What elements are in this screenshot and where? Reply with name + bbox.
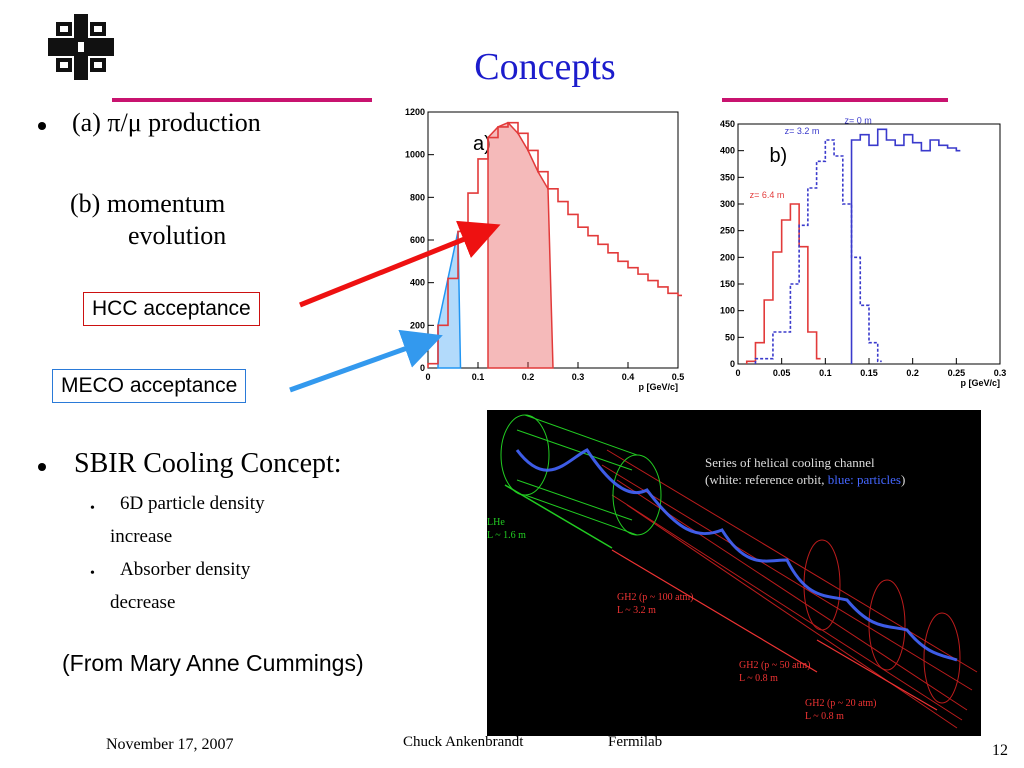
y-tick-label: 0 xyxy=(420,363,425,373)
helical-cooling-figure: Series of helical cooling channel (white… xyxy=(487,410,981,736)
hcc-arrow xyxy=(299,220,501,308)
y-tick-label: 450 xyxy=(720,119,735,129)
y-tick-label: 0 xyxy=(730,359,735,369)
x-tick-label: 0.2 xyxy=(906,368,919,378)
x-tick-label: 0.1 xyxy=(819,368,832,378)
fermilab-logo xyxy=(48,14,114,80)
slide-title: Concepts xyxy=(474,46,616,88)
segment-gh2-20-label: GH2 (p ~ 20 atm) xyxy=(805,698,877,709)
chart-b: 0 50 100 150 200 250 300 350 400 450 0 0.05 0.1 0.15 0… xyxy=(720,115,1007,388)
footer-org: Fermilab xyxy=(608,734,663,750)
x-tick-label: 0.1 xyxy=(472,372,485,382)
y-tick-label: 150 xyxy=(720,279,735,289)
segment-lhe-label: LHe xyxy=(487,517,505,528)
y-tick-label: 350 xyxy=(720,172,735,182)
x-tick-label: 0 xyxy=(425,372,430,382)
meco-arrow xyxy=(289,329,443,393)
series-line xyxy=(754,139,882,364)
figure-caption-line1: Series of helical cooling channel xyxy=(705,455,875,470)
panel-label: a) xyxy=(473,133,491,155)
credit-text: (From Mary Anne Cummings) xyxy=(62,650,364,676)
y-tick-label: 1200 xyxy=(405,107,425,117)
x-tick-label: 0.5 xyxy=(672,372,685,382)
shaded-acceptance-region xyxy=(487,121,554,369)
x-tick-label: 0.3 xyxy=(572,372,585,382)
sub-bullet-marker: • xyxy=(90,566,95,581)
momentum-line2: evolution xyxy=(128,221,227,250)
y-tick-label: 400 xyxy=(410,278,425,288)
x-tick-label: 0.05 xyxy=(773,368,791,378)
y-tick-label: 200 xyxy=(720,252,735,262)
title-rule-right xyxy=(722,98,948,102)
series-label: z= 0 m xyxy=(844,115,871,125)
y-tick-label: 300 xyxy=(720,199,735,209)
hcc-acceptance-label: HCC acceptance xyxy=(83,292,260,326)
series-line xyxy=(850,128,961,364)
sub-bullet-absorber-cont: decrease xyxy=(110,592,176,613)
y-tick-label: 600 xyxy=(410,235,425,245)
bullet-marker xyxy=(38,122,46,130)
series-line xyxy=(745,203,821,364)
y-tick-label: 200 xyxy=(410,320,425,330)
bullet-production: (a) π/μ production xyxy=(72,108,261,137)
footer-date: November 17, 2007 xyxy=(106,736,234,753)
series-label: z= 6.4 m xyxy=(750,190,785,200)
series-label: z= 3.2 m xyxy=(785,126,820,136)
segment-gh2-100-label: GH2 (p ~ 100 atm) xyxy=(617,592,694,603)
segment-gh2-50-length: L ~ 0.8 m xyxy=(739,673,778,684)
segment-gh2-50-label: GH2 (p ~ 50 atm) xyxy=(739,660,811,671)
bullet-sbir: SBIR Cooling Concept: xyxy=(74,448,342,479)
y-tick-label: 1000 xyxy=(405,150,425,160)
sub-bullet-absorber: Absorber density xyxy=(120,559,251,580)
footer-page-number: 12 xyxy=(992,742,1008,759)
title-rule-left xyxy=(112,98,372,102)
x-tick-label: 0.3 xyxy=(994,368,1007,378)
segment-gh2-20-length: L ~ 0.8 m xyxy=(805,711,844,722)
x-axis-label: p [GeV/c] xyxy=(638,382,678,392)
bullet-momentum: (b) momentum evolution xyxy=(70,188,226,252)
y-tick-label: 800 xyxy=(410,192,425,202)
x-tick-label: 0.4 xyxy=(622,372,635,382)
momentum-line1: (b) momentum xyxy=(70,189,226,218)
bullet-marker xyxy=(38,463,46,471)
y-tick-label: 400 xyxy=(720,146,735,156)
y-tick-label: 50 xyxy=(725,332,735,342)
sub-bullet-density: 6D particle density xyxy=(120,493,265,514)
x-tick-label: 0.15 xyxy=(860,368,878,378)
x-tick-label: 0 xyxy=(735,368,740,378)
y-tick-label: 100 xyxy=(720,306,735,316)
y-tick-label: 250 xyxy=(720,226,735,236)
x-tick-label: 0.2 xyxy=(522,372,535,382)
x-axis-label: p [GeV/c] xyxy=(960,378,1000,388)
footer-author: Chuck Ankenbrandt xyxy=(403,734,524,750)
panel-label: b) xyxy=(769,145,787,167)
sub-bullet-marker: • xyxy=(90,501,95,516)
figure-caption-line2: (white: reference orbit, blue: particles… xyxy=(705,472,905,487)
segment-lhe-length: L ~ 1.6 m xyxy=(487,530,526,541)
x-tick-label: 0.25 xyxy=(948,368,966,378)
sub-bullet-density-cont: increase xyxy=(110,526,173,547)
meco-acceptance-label: MECO acceptance xyxy=(52,369,247,403)
series-line xyxy=(427,121,682,368)
segment-gh2-100-length: L ~ 3.2 m xyxy=(617,605,656,616)
